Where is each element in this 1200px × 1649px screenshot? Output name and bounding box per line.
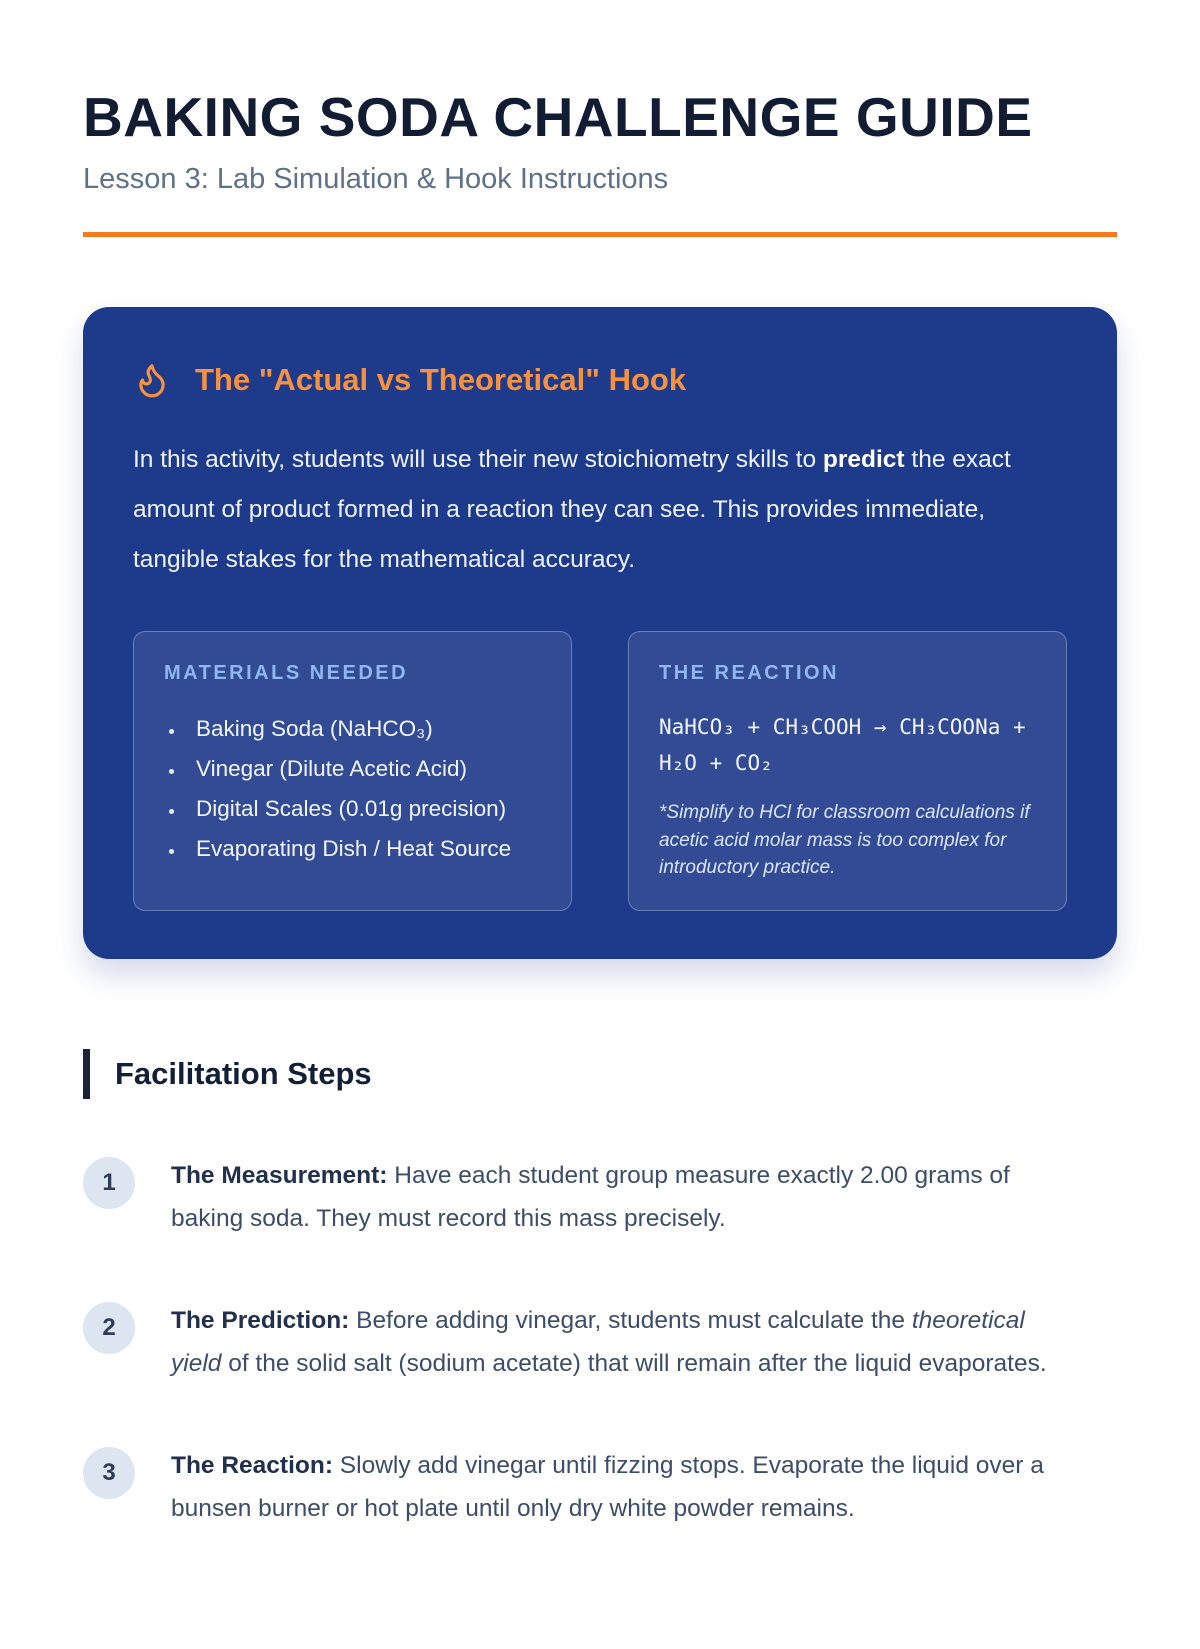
step-body: Before adding vinegar, students must cal… xyxy=(349,1307,912,1335)
list-item: Baking Soda (NaHCO₃) xyxy=(186,709,541,749)
reaction-note: *Simplify to HCl for classroom calculati… xyxy=(659,802,1030,879)
page-subtitle: Lesson 3: Lab Simulation & Hook Instruct… xyxy=(83,163,669,196)
steps-heading: Facilitation Steps xyxy=(83,1048,1117,1099)
page-title: BAKING SODA CHALLENGE GUIDE xyxy=(83,86,1033,148)
materials-list: Baking Soda (NaHCO₃) Vinegar (Dilute Ace… xyxy=(164,709,541,869)
step-text: The Measurement: Have each student group… xyxy=(171,1153,1081,1240)
divider-rule xyxy=(83,232,1117,238)
hook-panels: MATERIALS NEEDED Baking Soda (NaHCO₃) Vi… xyxy=(133,631,1067,911)
list-item: Vinegar (Dilute Acetic Acid) xyxy=(186,749,541,789)
step-lead: The Reaction: xyxy=(171,1452,333,1480)
step-body: Slowly add vinegar until fizzing stops. … xyxy=(171,1452,1044,1523)
step-text: The Prediction: Before adding vinegar, s… xyxy=(171,1298,1081,1385)
step-body-italic: theoretical yield xyxy=(171,1307,1025,1377)
step-lead: The Prediction: xyxy=(171,1307,350,1335)
step-number-badge: 2 xyxy=(83,1302,135,1355)
hook-card: The "Actual vs Theoretical" Hook In this… xyxy=(83,307,1117,959)
steps-list: 1 The Measurement: Have each student gro… xyxy=(83,1153,1117,1531)
materials-panel: MATERIALS NEEDED Baking Soda (NaHCO₃) Vi… xyxy=(133,631,572,911)
hook-title-text: The "Actual vs Theoretical" Hook xyxy=(195,362,687,398)
list-item: Evaporating Dish / Heat Source xyxy=(186,829,541,869)
hook-paragraph-part: the exact amount of product formed in a … xyxy=(133,446,1011,574)
materials-heading: MATERIALS NEEDED xyxy=(164,662,409,684)
list-item: Digital Scales (0.01g precision) xyxy=(186,789,541,829)
step-body: of the solid salt (sodium acetate) that … xyxy=(221,1349,1047,1377)
hook-paragraph-bold: predict xyxy=(822,446,905,474)
step-number-badge: 1 xyxy=(83,1156,135,1209)
reaction-heading: THE REACTION xyxy=(659,662,839,684)
hook-paragraph: In this activity, students will use thei… xyxy=(133,435,1067,585)
step-row-1: 1 The Measurement: Have each student gro… xyxy=(83,1153,1117,1240)
step-text: The Reaction: Slowly add vinegar until f… xyxy=(171,1443,1081,1530)
hook-title: The "Actual vs Theoretical" Hook xyxy=(133,361,1067,399)
reaction-panel: THE REACTION NaHCO₃ + CH₃COOH → CH₃COONa… xyxy=(628,631,1067,911)
step-row-3: 3 The Reaction: Slowly add vinegar until… xyxy=(83,1443,1117,1530)
step-body: Have each student group measure exactly … xyxy=(171,1161,1010,1232)
step-lead: The Measurement: xyxy=(171,1161,388,1189)
hook-paragraph-part: In this activity, students will use thei… xyxy=(133,446,823,474)
flame-icon xyxy=(133,361,171,399)
reaction-equation: NaHCO₃ + CH₃COOH → CH₃COONa + H₂O + CO₂ xyxy=(659,715,1039,776)
step-number-badge: 3 xyxy=(83,1447,135,1500)
step-row-2: 2 The Prediction: Before adding vinegar,… xyxy=(83,1298,1117,1385)
